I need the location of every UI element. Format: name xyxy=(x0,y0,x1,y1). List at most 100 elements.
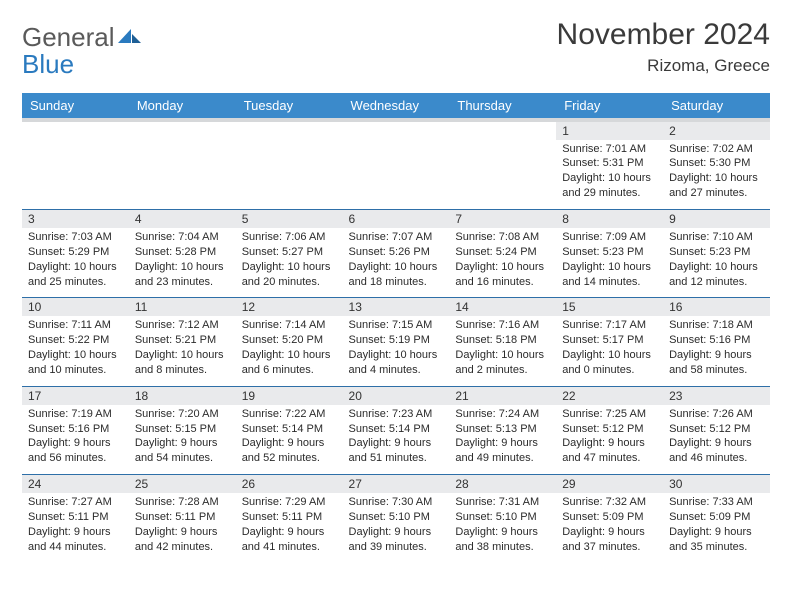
day-info: Sunrise: 7:02 AMSunset: 5:30 PMDaylight:… xyxy=(669,142,764,201)
day-number: 2 xyxy=(663,122,770,140)
day-cell: 19Sunrise: 7:22 AMSunset: 5:14 PMDayligh… xyxy=(236,386,343,474)
day-number: 26 xyxy=(236,475,343,493)
calendar-head: SundayMondayTuesdayWednesdayThursdayFrid… xyxy=(22,93,770,120)
day-cell: 29Sunrise: 7:32 AMSunset: 5:09 PMDayligh… xyxy=(556,475,663,563)
day-cell: 13 Sunrise: 7:15 AMSunset: 5:19 PMDayligh… xyxy=(343,298,450,386)
day-info: Sunrise: 7:29 AMSunset: 5:11 PMDaylight:… xyxy=(242,495,337,554)
day-cell: 3 Sunrise: 7:03 AMSunset: 5:29 PMDaylight… xyxy=(22,209,129,297)
day-cell xyxy=(129,120,236,210)
day-info: Sunrise: 7:10 AMSunset: 5:23 PMDaylight:… xyxy=(669,230,764,289)
day-number: 17 xyxy=(22,387,129,405)
weekday-header: Wednesday xyxy=(343,93,450,120)
day-number: 22 xyxy=(556,387,663,405)
weekday-header: Thursday xyxy=(449,93,556,120)
brand-word2: Blue xyxy=(22,49,74,79)
day-info: Sunrise: 7:31 AMSunset: 5:10 PMDaylight:… xyxy=(455,495,550,554)
month-title: November 2024 xyxy=(557,18,770,52)
weekday-header: Saturday xyxy=(663,93,770,120)
day-cell: 30 Sunrise: 7:33 AMSunset: 5:09 PMDayligh… xyxy=(663,475,770,563)
day-cell: 11Sunrise: 7:12 AMSunset: 5:21 PMDayligh… xyxy=(129,298,236,386)
day-cell: 12 Sunrise: 7:14 AMSunset: 5:20 PMDayligh… xyxy=(236,298,343,386)
day-info: Sunrise: 7:24 AMSunset: 5:13 PMDaylight:… xyxy=(455,407,550,466)
day-cell: 23 Sunrise: 7:26 AMSunset: 5:12 PMDayligh… xyxy=(663,386,770,474)
day-cell: 17 Sunrise: 7:19 AMSunset: 5:16 PMDayligh… xyxy=(22,386,129,474)
day-info: Sunrise: 7:16 AMSunset: 5:18 PMDaylight:… xyxy=(455,318,550,377)
day-number: 24 xyxy=(22,475,129,493)
day-cell xyxy=(449,120,556,210)
day-info: Sunrise: 7:20 AMSunset: 5:15 PMDaylight:… xyxy=(135,407,230,466)
day-info: Sunrise: 7:22 AMSunset: 5:14 PMDaylight:… xyxy=(242,407,337,466)
day-info: Sunrise: 7:25 AMSunset: 5:12 PMDaylight:… xyxy=(562,407,657,466)
day-cell: 15Sunrise: 7:17 AMSunset: 5:17 PMDayligh… xyxy=(556,298,663,386)
day-info: Sunrise: 7:15 AMSunset: 5:19 PMDaylight:… xyxy=(349,318,444,377)
day-number: 21 xyxy=(449,387,556,405)
day-cell: 2 Sunrise: 7:02 AMSunset: 5:30 PMDaylight… xyxy=(663,120,770,210)
day-number: 28 xyxy=(449,475,556,493)
day-info: Sunrise: 7:33 AMSunset: 5:09 PMDaylight:… xyxy=(669,495,764,554)
day-info: Sunrise: 7:30 AMSunset: 5:10 PMDaylight:… xyxy=(349,495,444,554)
weekday-header: Monday xyxy=(129,93,236,120)
day-info: Sunrise: 7:01 AMSunset: 5:31 PMDaylight:… xyxy=(562,142,657,201)
day-cell: 26 Sunrise: 7:29 AMSunset: 5:11 PMDayligh… xyxy=(236,475,343,563)
day-cell: 25Sunrise: 7:28 AMSunset: 5:11 PMDayligh… xyxy=(129,475,236,563)
brand-word1: General xyxy=(22,22,115,52)
day-info: Sunrise: 7:04 AMSunset: 5:28 PMDaylight:… xyxy=(135,230,230,289)
day-number: 5 xyxy=(236,210,343,228)
day-number: 10 xyxy=(22,298,129,316)
day-number: 23 xyxy=(663,387,770,405)
day-number: 16 xyxy=(663,298,770,316)
day-cell: 7 Sunrise: 7:08 AMSunset: 5:24 PMDaylight… xyxy=(449,209,556,297)
day-cell: 10 Sunrise: 7:11 AMSunset: 5:22 PMDayligh… xyxy=(22,298,129,386)
day-info: Sunrise: 7:23 AMSunset: 5:14 PMDaylight:… xyxy=(349,407,444,466)
day-number: 25 xyxy=(129,475,236,493)
calendar-table: SundayMondayTuesdayWednesdayThursdayFrid… xyxy=(22,93,770,563)
day-cell: 1 Sunrise: 7:01 AMSunset: 5:31 PMDaylight… xyxy=(556,120,663,210)
day-info: Sunrise: 7:17 AMSunset: 5:17 PMDaylight:… xyxy=(562,318,657,377)
day-number: 7 xyxy=(449,210,556,228)
day-cell: 4 Sunrise: 7:04 AMSunset: 5:28 PMDaylight… xyxy=(129,209,236,297)
day-number: 8 xyxy=(556,210,663,228)
header: GeneralBlue November 2024 Rizoma, Greece xyxy=(22,18,770,79)
weekday-header: Friday xyxy=(556,93,663,120)
day-info: Sunrise: 7:26 AMSunset: 5:12 PMDaylight:… xyxy=(669,407,764,466)
day-info: Sunrise: 7:08 AMSunset: 5:24 PMDaylight:… xyxy=(455,230,550,289)
day-cell xyxy=(236,120,343,210)
brand-logo: GeneralBlue xyxy=(22,18,142,79)
day-number: 9 xyxy=(663,210,770,228)
day-number: 4 xyxy=(129,210,236,228)
day-info: Sunrise: 7:03 AMSunset: 5:29 PMDaylight:… xyxy=(28,230,123,289)
day-number: 30 xyxy=(663,475,770,493)
day-number: 11 xyxy=(129,298,236,316)
day-cell: 6Sunrise: 7:07 AMSunset: 5:26 PMDaylight… xyxy=(343,209,450,297)
day-info: Sunrise: 7:06 AMSunset: 5:27 PMDaylight:… xyxy=(242,230,337,289)
day-number: 27 xyxy=(343,475,450,493)
day-cell: 27 Sunrise: 7:30 AMSunset: 5:10 PMDayligh… xyxy=(343,475,450,563)
day-cell: 16 Sunrise: 7:18 AMSunset: 5:16 PMDayligh… xyxy=(663,298,770,386)
day-cell: 5 Sunrise: 7:06 AMSunset: 5:27 PMDaylight… xyxy=(236,209,343,297)
day-cell xyxy=(22,120,129,210)
day-cell: 8Sunrise: 7:09 AMSunset: 5:23 PMDaylight… xyxy=(556,209,663,297)
day-cell: 14Sunrise: 7:16 AMSunset: 5:18 PMDayligh… xyxy=(449,298,556,386)
day-info: Sunrise: 7:19 AMSunset: 5:16 PMDaylight:… xyxy=(28,407,123,466)
day-number: 13 xyxy=(343,298,450,316)
title-block: November 2024 Rizoma, Greece xyxy=(557,18,770,76)
day-info: Sunrise: 7:07 AMSunset: 5:26 PMDaylight:… xyxy=(349,230,444,289)
day-cell: 22 Sunrise: 7:25 AMSunset: 5:12 PMDayligh… xyxy=(556,386,663,474)
day-number: 18 xyxy=(129,387,236,405)
calendar-page: GeneralBlue November 2024 Rizoma, Greece… xyxy=(0,0,792,573)
weekday-header: Tuesday xyxy=(236,93,343,120)
day-cell xyxy=(343,120,450,210)
day-number: 1 xyxy=(556,122,663,140)
sail-icon xyxy=(118,22,142,49)
day-number: 12 xyxy=(236,298,343,316)
day-number: 3 xyxy=(22,210,129,228)
day-cell: 28 Sunrise: 7:31 AMSunset: 5:10 PMDayligh… xyxy=(449,475,556,563)
day-cell: 9 Sunrise: 7:10 AMSunset: 5:23 PMDaylight… xyxy=(663,209,770,297)
day-info: Sunrise: 7:11 AMSunset: 5:22 PMDaylight:… xyxy=(28,318,123,377)
day-cell: 20Sunrise: 7:23 AMSunset: 5:14 PMDayligh… xyxy=(343,386,450,474)
day-cell: 21 Sunrise: 7:24 AMSunset: 5:13 PMDayligh… xyxy=(449,386,556,474)
day-cell: 24Sunrise: 7:27 AMSunset: 5:11 PMDayligh… xyxy=(22,475,129,563)
day-info: Sunrise: 7:14 AMSunset: 5:20 PMDaylight:… xyxy=(242,318,337,377)
day-info: Sunrise: 7:18 AMSunset: 5:16 PMDaylight:… xyxy=(669,318,764,377)
day-cell: 18 Sunrise: 7:20 AMSunset: 5:15 PMDayligh… xyxy=(129,386,236,474)
